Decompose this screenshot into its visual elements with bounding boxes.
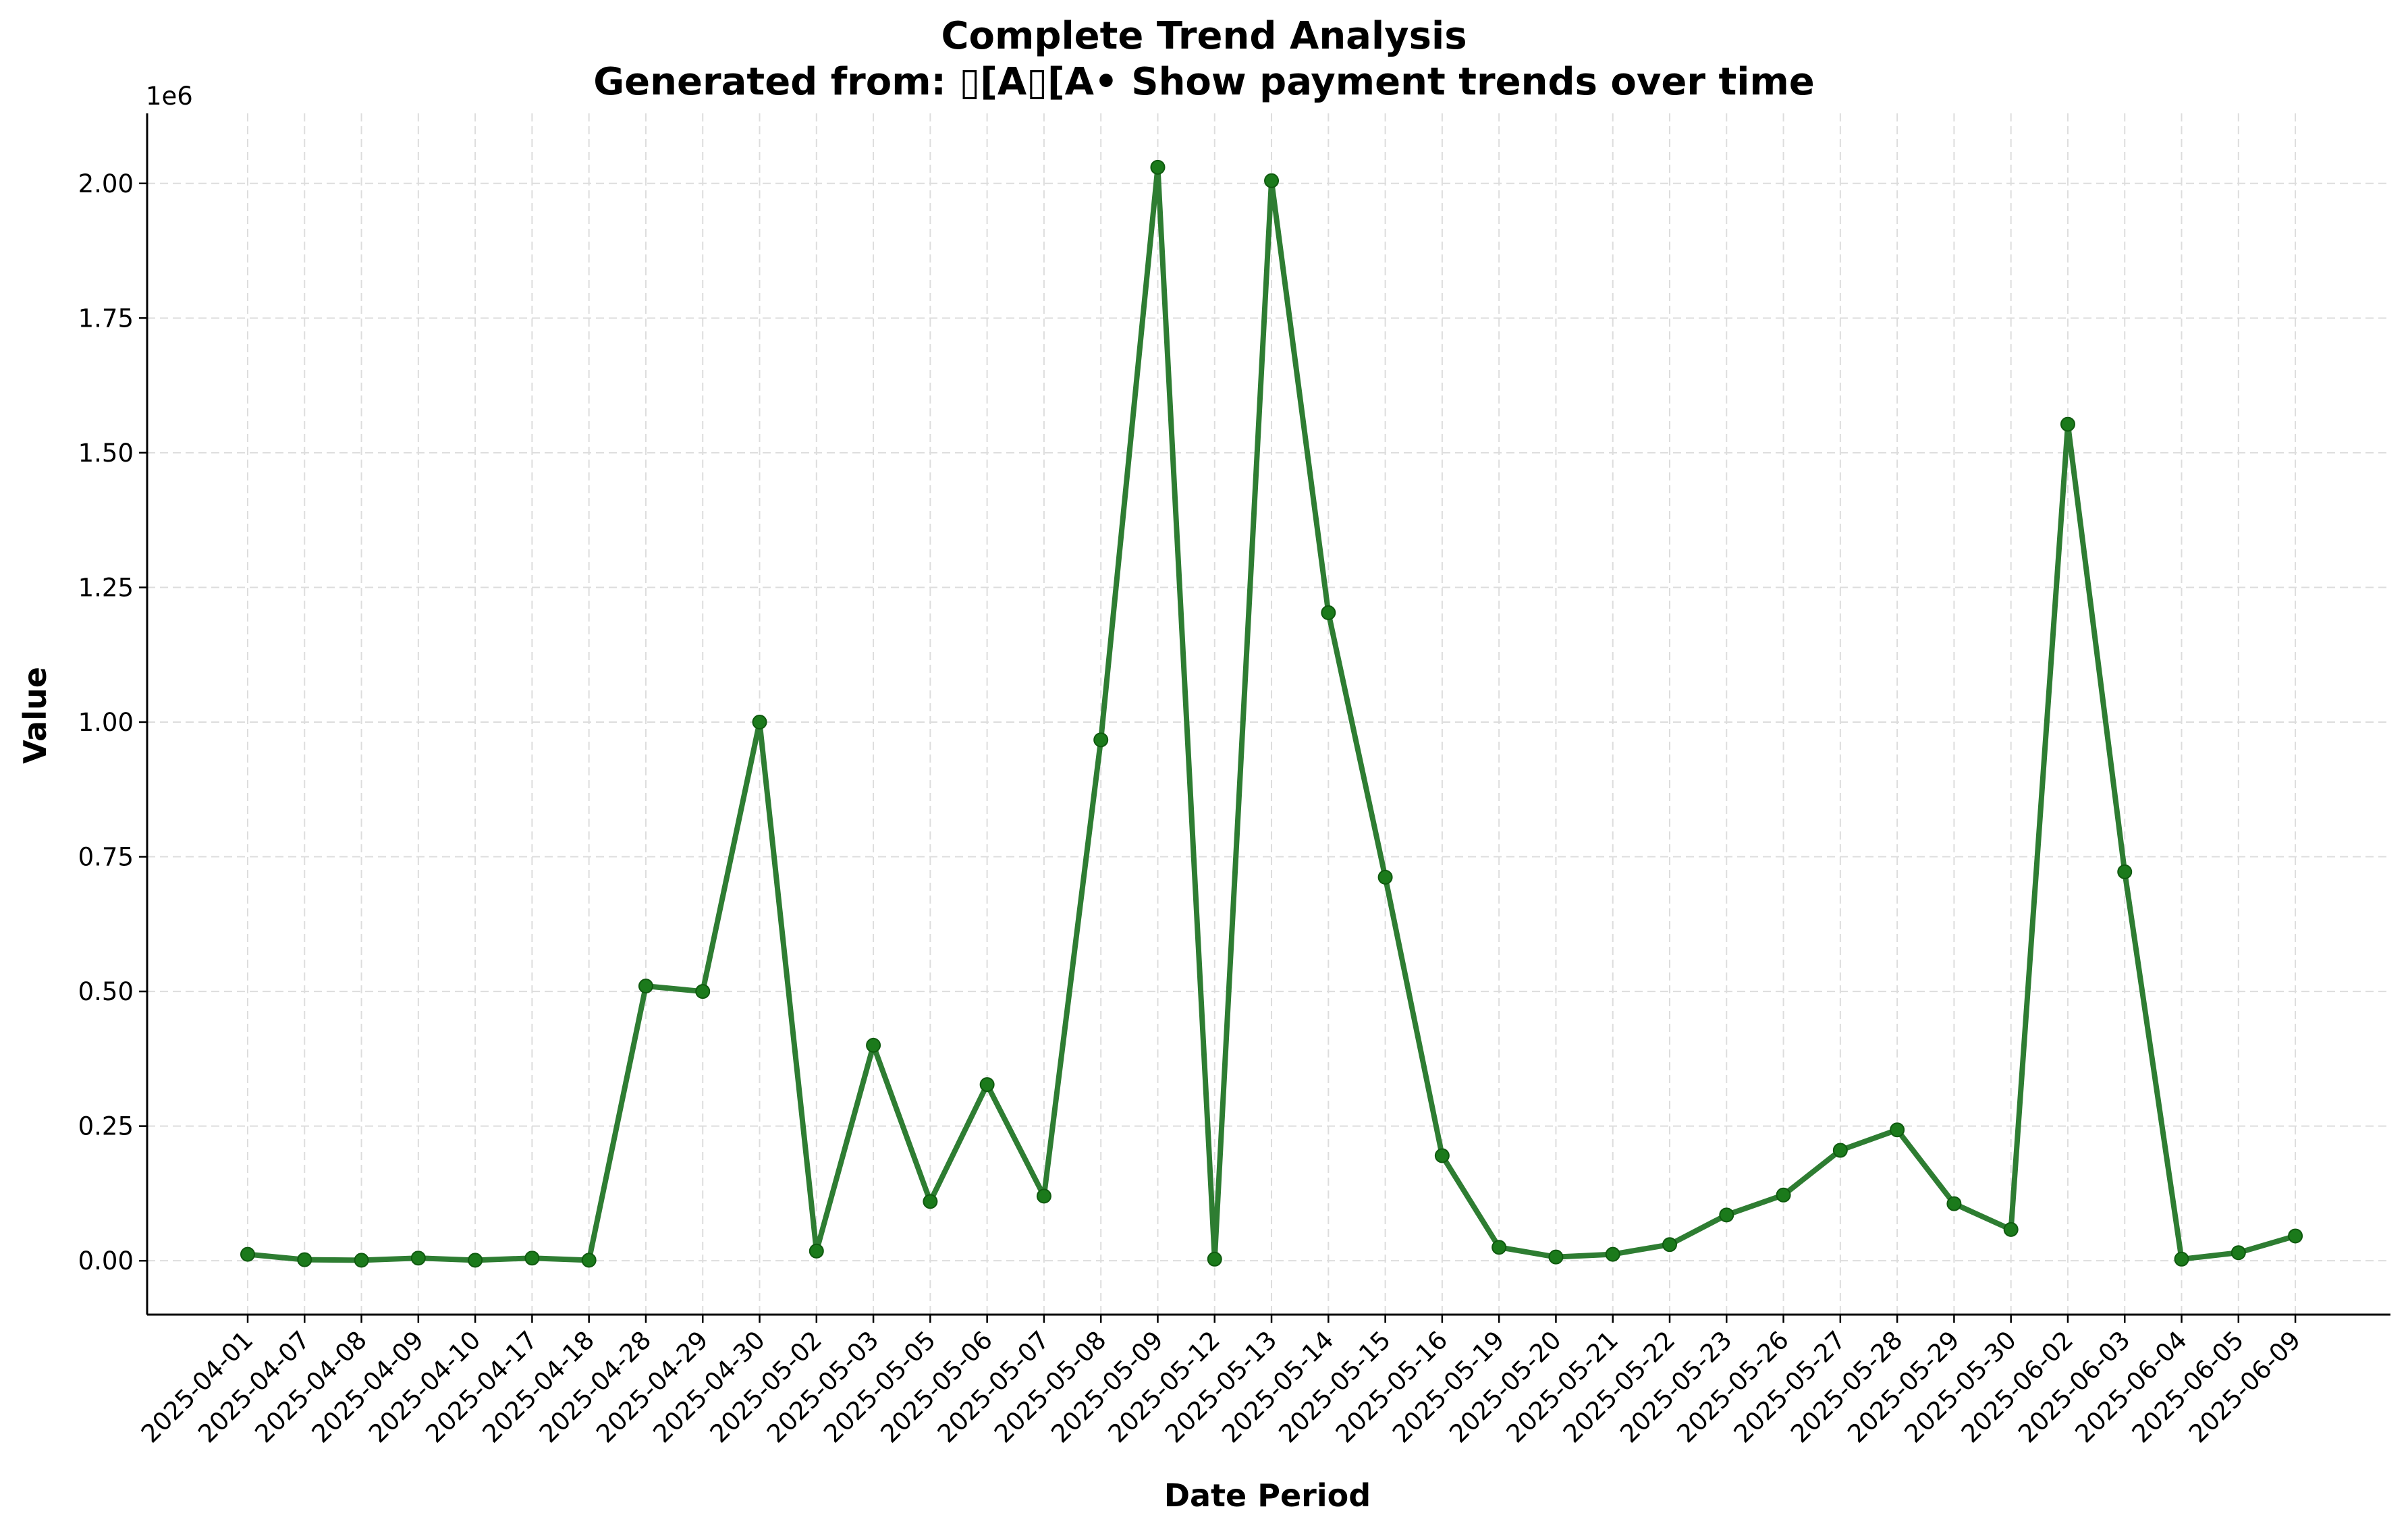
data-point	[1890, 1122, 1905, 1138]
data-point	[1150, 159, 1166, 175]
data-point	[2060, 416, 2075, 432]
data-point	[354, 1253, 369, 1268]
y-tick-label: 1.25	[78, 573, 134, 602]
data-point	[866, 1037, 881, 1053]
axes	[146, 113, 2390, 1316]
data-point	[581, 1253, 597, 1268]
y-axis-label: Value	[17, 667, 53, 764]
y-ticks: 0.00 0.25 0.50 0.75 1.00 1.25 1.50 1.75 2.00	[78, 169, 147, 1275]
data-point	[2231, 1245, 2246, 1261]
data-point	[410, 1251, 426, 1266]
data-point	[1548, 1249, 1564, 1265]
data-point	[1434, 1148, 1450, 1163]
data-point	[2174, 1251, 2189, 1267]
y-tick-label: 0.75	[78, 843, 134, 872]
y-tick-label: 1.00	[78, 708, 134, 737]
data-point	[1492, 1240, 1507, 1255]
x-axis-label: Date Period	[1164, 1477, 1371, 1514]
data-point	[524, 1251, 540, 1266]
data-point	[1776, 1187, 1791, 1203]
y-tick-label: 1.50	[78, 439, 134, 468]
chart-title: Complete Trend Analysis	[941, 14, 1467, 58]
data-point	[979, 1077, 995, 1093]
chart-subtitle: Generated from: ▯[A▯[A• Show payment tre…	[593, 60, 1815, 104]
data-point	[1719, 1207, 1734, 1223]
data-point	[1093, 732, 1109, 748]
data-point	[923, 1194, 938, 1209]
y-offset-label: 1e6	[146, 82, 193, 111]
data-point	[297, 1252, 312, 1267]
data-point	[2117, 864, 2133, 879]
data-point	[809, 1243, 824, 1259]
data-point	[1662, 1237, 1677, 1253]
data-point	[1036, 1188, 1051, 1204]
y-tick-label: 0.25	[78, 1112, 134, 1141]
data-point	[1207, 1251, 1222, 1267]
data-point	[1946, 1196, 1962, 1211]
y-tick-label: 0.00	[78, 1246, 134, 1275]
data-point	[1605, 1246, 1620, 1262]
data-point	[2003, 1221, 2019, 1237]
data-point	[752, 714, 767, 730]
data-point	[1832, 1143, 1848, 1158]
data-point	[468, 1253, 483, 1268]
data-point	[1377, 869, 1393, 885]
data-point	[1321, 605, 1336, 620]
y-tick-label: 1.75	[78, 304, 134, 333]
y-tick-label: 2.00	[78, 169, 134, 198]
data-point	[2288, 1228, 2303, 1244]
data-point	[695, 984, 711, 999]
grid-lines	[147, 113, 2390, 1315]
data-point	[240, 1246, 255, 1262]
series-trend	[240, 159, 2303, 1268]
data-point	[638, 979, 653, 994]
y-tick-label: 0.50	[78, 977, 134, 1006]
data-point	[1264, 173, 1280, 188]
